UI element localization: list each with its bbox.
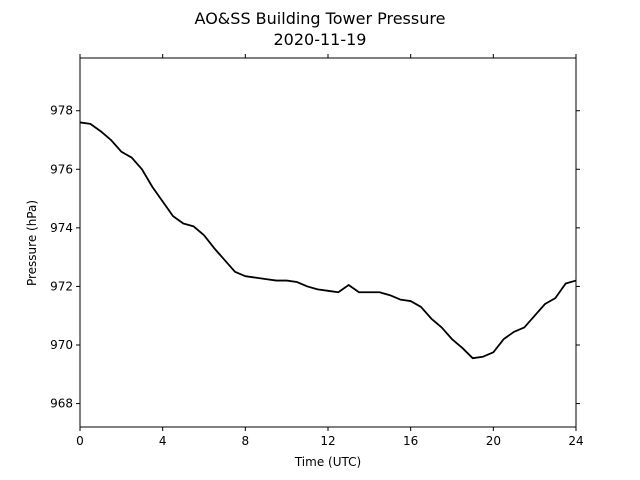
y-tick-label: 976 (50, 162, 73, 176)
chart-title: AO&SS Building Tower Pressure (195, 9, 446, 28)
chart-subtitle: 2020-11-19 (274, 30, 367, 49)
x-tick-label: 0 (76, 434, 84, 448)
y-tick-label: 974 (50, 221, 73, 235)
x-tick-label: 8 (242, 434, 250, 448)
x-tick-label: 12 (320, 434, 335, 448)
x-axis-label: Time (UTC) (294, 455, 361, 469)
y-tick-label: 972 (50, 279, 73, 293)
x-tick-label: 24 (568, 434, 583, 448)
x-tick-label: 4 (159, 434, 167, 448)
pressure-line (79, 121, 577, 360)
y-tick-label: 978 (50, 104, 73, 118)
y-axis-label: Pressure (hPa) (25, 200, 39, 286)
plot-frame (79, 57, 577, 428)
y-tick-label: 968 (50, 397, 73, 411)
x-tick-label: 20 (486, 434, 501, 448)
y-tick-label: 970 (50, 338, 73, 352)
x-tick-label: 16 (403, 434, 418, 448)
